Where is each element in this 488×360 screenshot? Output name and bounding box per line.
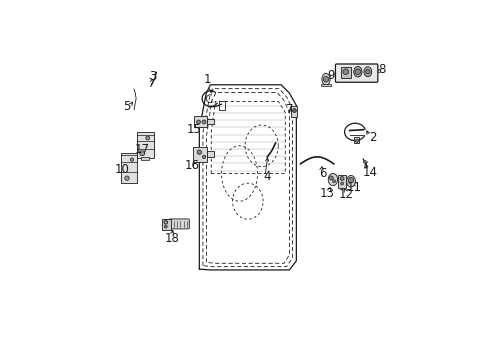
Text: 1: 1: [203, 73, 211, 86]
Bar: [137, 132, 154, 158]
Circle shape: [347, 177, 353, 183]
Bar: [353, 138, 358, 143]
Bar: [219, 102, 225, 110]
Text: 13: 13: [319, 187, 334, 200]
Ellipse shape: [346, 175, 355, 187]
Bar: [320, 84, 330, 86]
Text: 18: 18: [164, 232, 180, 245]
Ellipse shape: [353, 67, 361, 77]
Circle shape: [354, 69, 360, 75]
Bar: [121, 153, 137, 183]
Bar: [340, 67, 350, 78]
Circle shape: [365, 69, 369, 74]
Circle shape: [355, 139, 358, 143]
Circle shape: [340, 176, 344, 180]
Text: 17: 17: [134, 143, 149, 157]
Circle shape: [292, 109, 296, 112]
Bar: [141, 157, 149, 159]
Text: 14: 14: [362, 166, 377, 179]
Bar: [206, 119, 213, 124]
Text: 4: 4: [263, 170, 270, 183]
Circle shape: [163, 220, 167, 224]
Bar: [162, 219, 170, 230]
Text: 11: 11: [346, 181, 361, 194]
Circle shape: [145, 136, 149, 140]
Text: 7: 7: [285, 103, 293, 116]
Bar: [206, 151, 213, 157]
Text: 15: 15: [186, 123, 201, 136]
Text: 16: 16: [184, 159, 200, 172]
Text: 9: 9: [326, 68, 334, 82]
Bar: [290, 106, 297, 117]
Text: 2: 2: [368, 131, 376, 144]
Bar: [337, 175, 346, 188]
Circle shape: [140, 151, 144, 156]
Text: 12: 12: [338, 188, 353, 201]
Text: 8: 8: [377, 63, 385, 76]
Ellipse shape: [327, 174, 337, 186]
Circle shape: [202, 155, 205, 158]
Circle shape: [130, 158, 133, 161]
Circle shape: [342, 69, 348, 75]
FancyBboxPatch shape: [169, 219, 189, 229]
Circle shape: [124, 176, 129, 180]
Ellipse shape: [321, 73, 329, 85]
Circle shape: [197, 150, 201, 154]
Ellipse shape: [363, 67, 371, 77]
Circle shape: [328, 176, 332, 180]
Circle shape: [202, 120, 205, 124]
Circle shape: [340, 182, 343, 185]
Text: 5: 5: [123, 100, 131, 113]
Bar: [193, 148, 206, 162]
Circle shape: [363, 161, 366, 163]
Bar: [193, 116, 207, 127]
Circle shape: [332, 180, 335, 183]
FancyBboxPatch shape: [335, 64, 377, 82]
Circle shape: [323, 76, 328, 82]
Circle shape: [164, 225, 167, 228]
Text: 6: 6: [318, 167, 326, 180]
Text: 3: 3: [149, 70, 157, 83]
Circle shape: [196, 120, 200, 124]
Text: 10: 10: [114, 163, 129, 176]
